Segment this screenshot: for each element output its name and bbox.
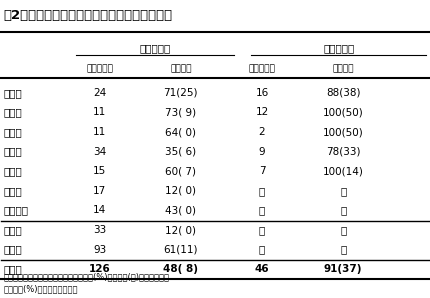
Text: 発生割合: 発生割合: [332, 65, 354, 74]
Text: －: －: [259, 205, 265, 215]
Text: 発生割合: 発生割合: [170, 65, 192, 74]
Text: 総　計: 総 計: [3, 264, 22, 274]
Text: 大豆作圃場: 大豆作圃場: [323, 43, 354, 53]
Text: －: －: [340, 245, 346, 254]
Text: 2: 2: [259, 127, 265, 137]
Text: 43( 0): 43( 0): [165, 205, 197, 215]
Text: 64( 0): 64( 0): [165, 127, 197, 137]
Text: 11: 11: [93, 108, 106, 117]
Text: 73( 9): 73( 9): [165, 108, 197, 117]
Text: －: －: [340, 205, 346, 215]
Text: 12( 0): 12( 0): [165, 186, 197, 196]
Text: 100(50): 100(50): [323, 127, 363, 137]
Text: 9: 9: [259, 147, 265, 157]
Text: 91(37): 91(37): [324, 264, 362, 274]
Text: －: －: [259, 186, 265, 196]
Text: 11: 11: [93, 127, 106, 137]
Text: 88(38): 88(38): [326, 88, 360, 98]
Text: 16: 16: [255, 88, 269, 98]
Text: 7: 7: [259, 166, 265, 176]
Text: 調査地点数: 調査地点数: [249, 65, 276, 74]
Text: 調査方法は表１参照。発生割合は百分率(%)で表示。(　)内は多発生地
点の割合(%)。－は調査無し。: 調査方法は表１参照。発生割合は百分率(%)で表示。( )内は多発生地 点の割合(…: [3, 272, 169, 293]
Text: －: －: [259, 245, 265, 254]
Text: 佐賀県: 佐賀県: [3, 108, 22, 117]
Text: 48( 8): 48( 8): [163, 264, 198, 274]
Text: 24: 24: [93, 88, 106, 98]
Text: 17: 17: [93, 186, 106, 196]
Text: 71(25): 71(25): [163, 88, 198, 98]
Text: 熊本県: 熊本県: [3, 147, 22, 157]
Text: 78(33): 78(33): [326, 147, 360, 157]
Text: 12: 12: [255, 108, 269, 117]
Text: 普通期: 普通期: [3, 245, 22, 254]
Text: 61(11): 61(11): [163, 245, 198, 254]
Text: 福岡県: 福岡県: [3, 88, 22, 98]
Text: 15: 15: [93, 166, 106, 176]
Text: 34: 34: [93, 147, 106, 157]
Text: 46: 46: [255, 264, 269, 274]
Text: 調査地点数: 調査地点数: [86, 65, 113, 74]
Text: 水稲作圃場: 水稲作圃場: [140, 43, 171, 53]
Text: －: －: [340, 225, 346, 235]
Text: 126: 126: [89, 264, 111, 274]
Text: 14: 14: [93, 205, 106, 215]
Text: －: －: [340, 186, 346, 196]
Text: 12( 0): 12( 0): [165, 225, 197, 235]
Text: 35( 6): 35( 6): [165, 147, 197, 157]
Text: 早　期: 早 期: [3, 225, 22, 235]
Text: 60( 7): 60( 7): [165, 166, 197, 176]
Text: 長崎県: 長崎県: [3, 127, 22, 137]
Text: 93: 93: [93, 245, 106, 254]
Text: 大分県: 大分県: [3, 166, 22, 176]
Text: 100(50): 100(50): [323, 108, 363, 117]
Text: 宮崎県: 宮崎県: [3, 186, 22, 196]
Text: 100(14): 100(14): [323, 166, 364, 176]
Text: －: －: [259, 225, 265, 235]
Text: 表2　アゼガヤの発生割合と多発生地点の割合: 表2 アゼガヤの発生割合と多発生地点の割合: [3, 9, 173, 21]
Text: 鹿児島県: 鹿児島県: [3, 205, 28, 215]
Text: 33: 33: [93, 225, 106, 235]
